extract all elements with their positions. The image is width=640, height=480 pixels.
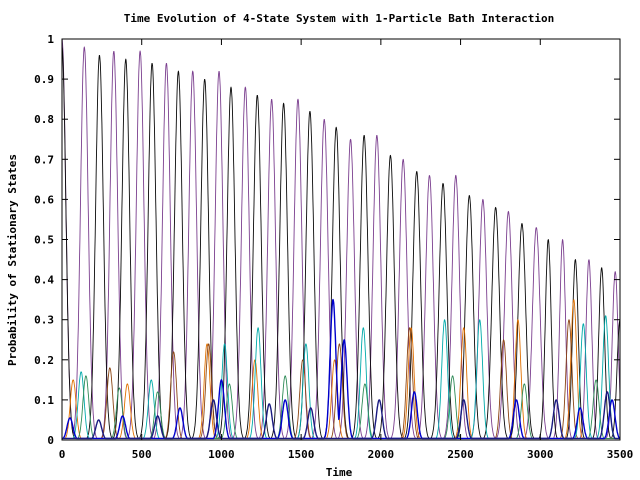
series-line-2: [61, 46, 621, 439]
y-axis-label: Probability of Stationary States: [6, 154, 19, 366]
x-tick-label: 0: [59, 448, 66, 461]
y-tick-label: 0.7: [34, 153, 54, 166]
y-tick-label: 0.6: [34, 193, 54, 206]
x-axis-label: Time: [326, 466, 353, 479]
y-tick-label: 0.5: [34, 234, 54, 247]
x-tick-label: 1000: [208, 448, 235, 461]
y-tick-label: 1: [47, 33, 54, 46]
chart-title: Time Evolution of 4-State System with 1-…: [124, 12, 554, 25]
y-tick-label: 0.4: [34, 274, 54, 287]
y-tick-label: 0.2: [34, 354, 54, 367]
series-line-8: [61, 391, 621, 440]
y-tick-label: 0: [47, 434, 54, 447]
y-tick-label: 0.3: [34, 314, 54, 327]
x-tick-label: 2500: [447, 448, 474, 461]
series-layer: [61, 38, 621, 440]
x-tick-label: 3000: [527, 448, 554, 461]
x-tick-label: 1500: [288, 448, 315, 461]
x-tick-label: 3500: [607, 448, 634, 461]
x-tick-label: 2000: [368, 448, 395, 461]
x-tick-label: 500: [132, 448, 152, 461]
plot-frame: [61, 38, 621, 441]
series-line-1: [61, 38, 621, 439]
y-tick-label: 0.9: [34, 73, 54, 86]
y-tick-label: 0.1: [34, 394, 54, 407]
y-tick-label: 0.8: [34, 113, 54, 126]
